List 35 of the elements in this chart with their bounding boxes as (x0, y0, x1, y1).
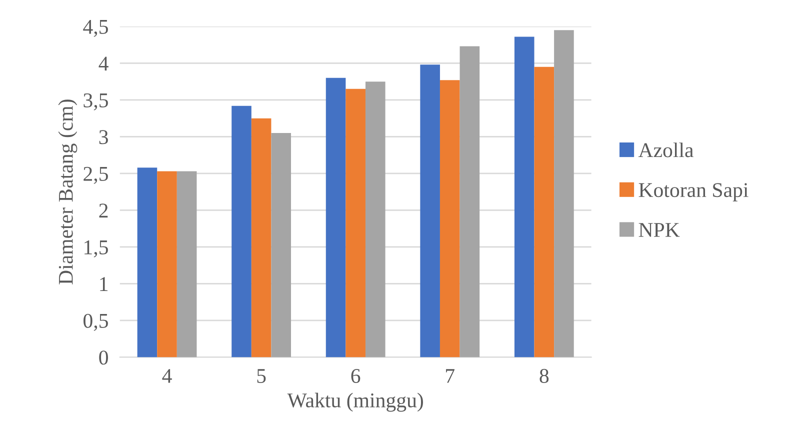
x-tick-label: 4 (162, 369, 172, 383)
y-tick-label: 3 (99, 130, 108, 144)
y-axis-title: Diameter Batang (cm) (58, 100, 78, 284)
y-tick-label: 1 (100, 277, 108, 291)
y-tick-label: 2 (99, 204, 108, 218)
y-tick-label: 3,5 (84, 93, 108, 110)
legend-label: Azolla (638, 142, 694, 158)
y-tick-label: 0 (99, 350, 108, 365)
y-tick-label: 2,5 (84, 166, 108, 184)
bar (346, 88, 366, 358)
legend-label: NPK (638, 223, 680, 237)
y-tick-label: 0,5 (84, 314, 108, 331)
bar (176, 171, 197, 358)
bar (534, 66, 554, 358)
bar (514, 36, 534, 358)
bar (251, 118, 272, 358)
y-tick-label: 4,5 (83, 20, 108, 37)
bar (554, 30, 574, 358)
y-tick-label: 1,5 (84, 240, 108, 258)
x-tick-label: 6 (351, 368, 360, 383)
bar (326, 78, 346, 358)
bar (460, 46, 480, 358)
x-tick-label: 5 (257, 369, 266, 383)
bar (420, 64, 440, 358)
bar (271, 133, 292, 358)
bar (232, 106, 252, 358)
bar (157, 171, 177, 358)
x-tick-label: 7 (446, 369, 454, 383)
legend-label: Kotoran Sapi (638, 183, 748, 202)
bar (440, 80, 460, 358)
bar (137, 168, 158, 358)
x-axis-title: Waktu (minggu) (287, 392, 423, 412)
y-tick-label: 4 (98, 56, 108, 70)
bar (365, 82, 386, 358)
x-tick-label: 8 (540, 368, 549, 383)
